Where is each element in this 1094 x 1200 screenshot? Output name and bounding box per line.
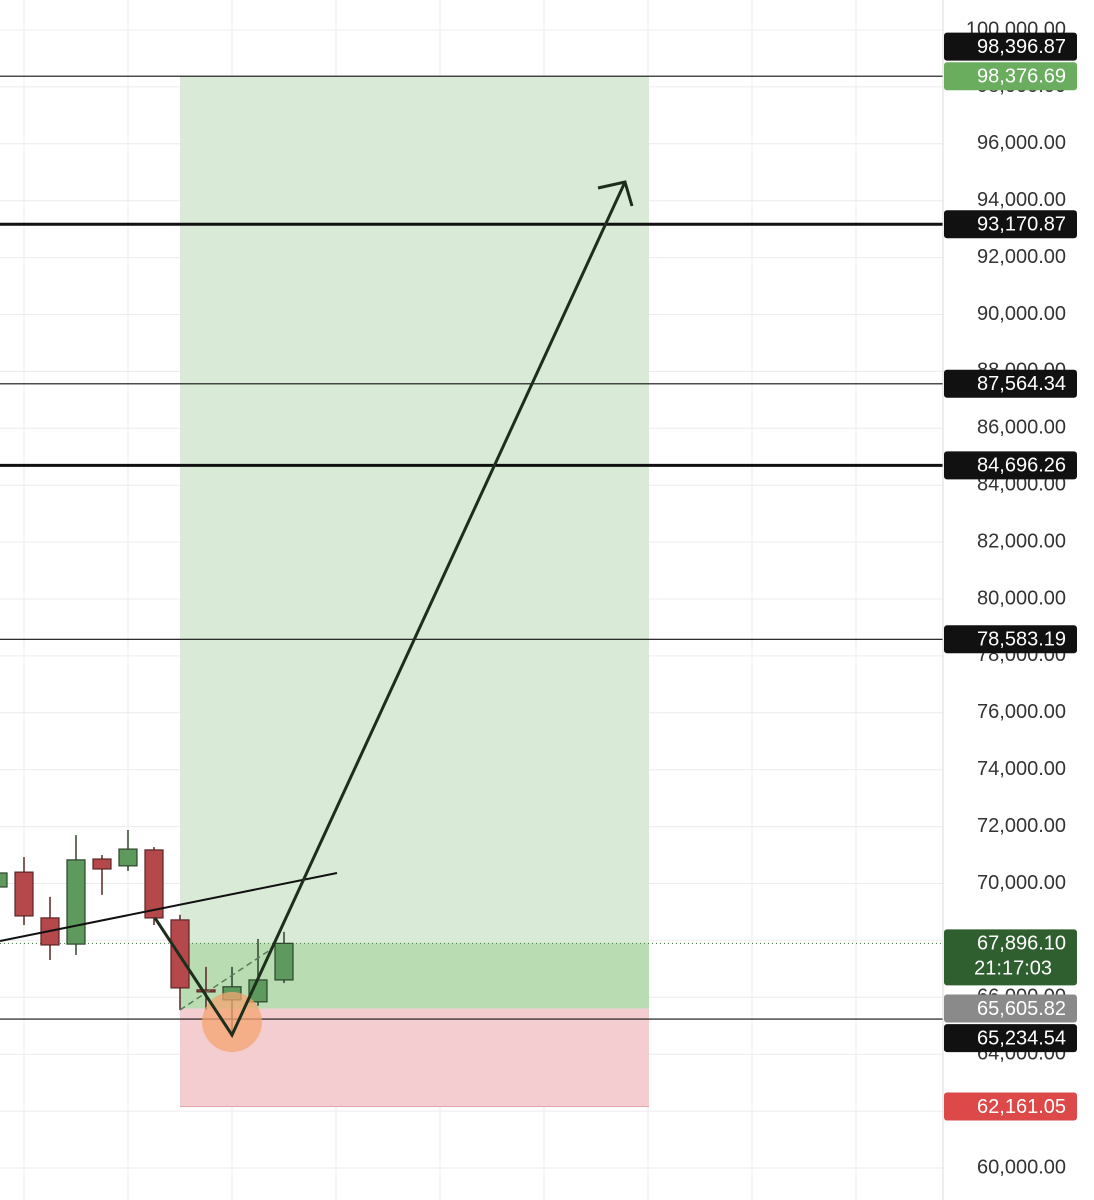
- stop-label: 62,161.05: [977, 1096, 1066, 1118]
- level-label-box: [944, 210, 1077, 239]
- candle-body: [66, 859, 86, 945]
- level-label-box: [944, 1024, 1077, 1053]
- level-label: 78,583.19: [977, 629, 1066, 651]
- last-price-label-box: [944, 929, 1077, 986]
- y-tick-label: 96,000.00: [977, 132, 1066, 154]
- y-tick-label: 72,000.00: [977, 815, 1066, 837]
- level-label: 87,564.34: [977, 373, 1066, 395]
- candle-body: [14, 871, 34, 917]
- dashed-line: [179, 949, 271, 1011]
- profit-zone: [180, 76, 649, 1009]
- y-tick-label: 74,000.00: [977, 758, 1066, 780]
- highlight-circle: [202, 992, 262, 1052]
- price-labels: 98,396.87 98,376.69 93,170.87 87,564.34 84,6…: [944, 32, 1077, 1121]
- entry-label-box: [944, 994, 1077, 1023]
- y-tick-label: 92,000.00: [977, 246, 1066, 268]
- level-label-box: [944, 625, 1077, 654]
- position-tool: [0, 76, 943, 1108]
- marker-label-box: [944, 32, 1077, 61]
- target-label-box: [944, 62, 1077, 91]
- drawings: [0, 180, 634, 1052]
- projection-arrow: [153, 181, 627, 1039]
- y-tick-label: 60,000.00: [977, 1156, 1066, 1178]
- marker-label: 98,396.87: [977, 36, 1066, 58]
- arrow-head: [597, 180, 634, 207]
- stop-label-box: [944, 1092, 1077, 1121]
- entry-label: 65,605.82: [977, 998, 1066, 1020]
- y-tick-label: 70,000.00: [977, 872, 1066, 894]
- level-label-box: [944, 369, 1077, 398]
- y-tick-label: 80,000.00: [977, 587, 1066, 609]
- level-label-box: [944, 451, 1077, 480]
- trend-line: [0, 872, 338, 942]
- y-tick-label: 86,000.00: [977, 417, 1066, 439]
- y-tick-label: 90,000.00: [977, 303, 1066, 325]
- last-price-label: 67,896.10: [977, 933, 1066, 955]
- levels: [0, 75, 943, 1020]
- target-label: 98,376.69: [977, 65, 1066, 87]
- candle-body: [144, 849, 164, 919]
- y-tick-label: 76,000.00: [977, 701, 1066, 723]
- level-label: 84,696.26: [977, 455, 1066, 477]
- y-tick-label: 94,000.00: [977, 189, 1066, 211]
- level-label: 65,234.54: [977, 1027, 1066, 1049]
- candle-body: [274, 942, 294, 981]
- candle-body: [196, 989, 216, 993]
- level-label: 93,170.87: [977, 214, 1066, 236]
- candle-body: [92, 858, 112, 870]
- candle-body: [0, 872, 8, 888]
- candles: [0, 830, 294, 1032]
- candle-body: [118, 848, 138, 867]
- y-tick-label: 82,000.00: [977, 530, 1066, 552]
- countdown: 21:17:03: [974, 958, 1052, 980]
